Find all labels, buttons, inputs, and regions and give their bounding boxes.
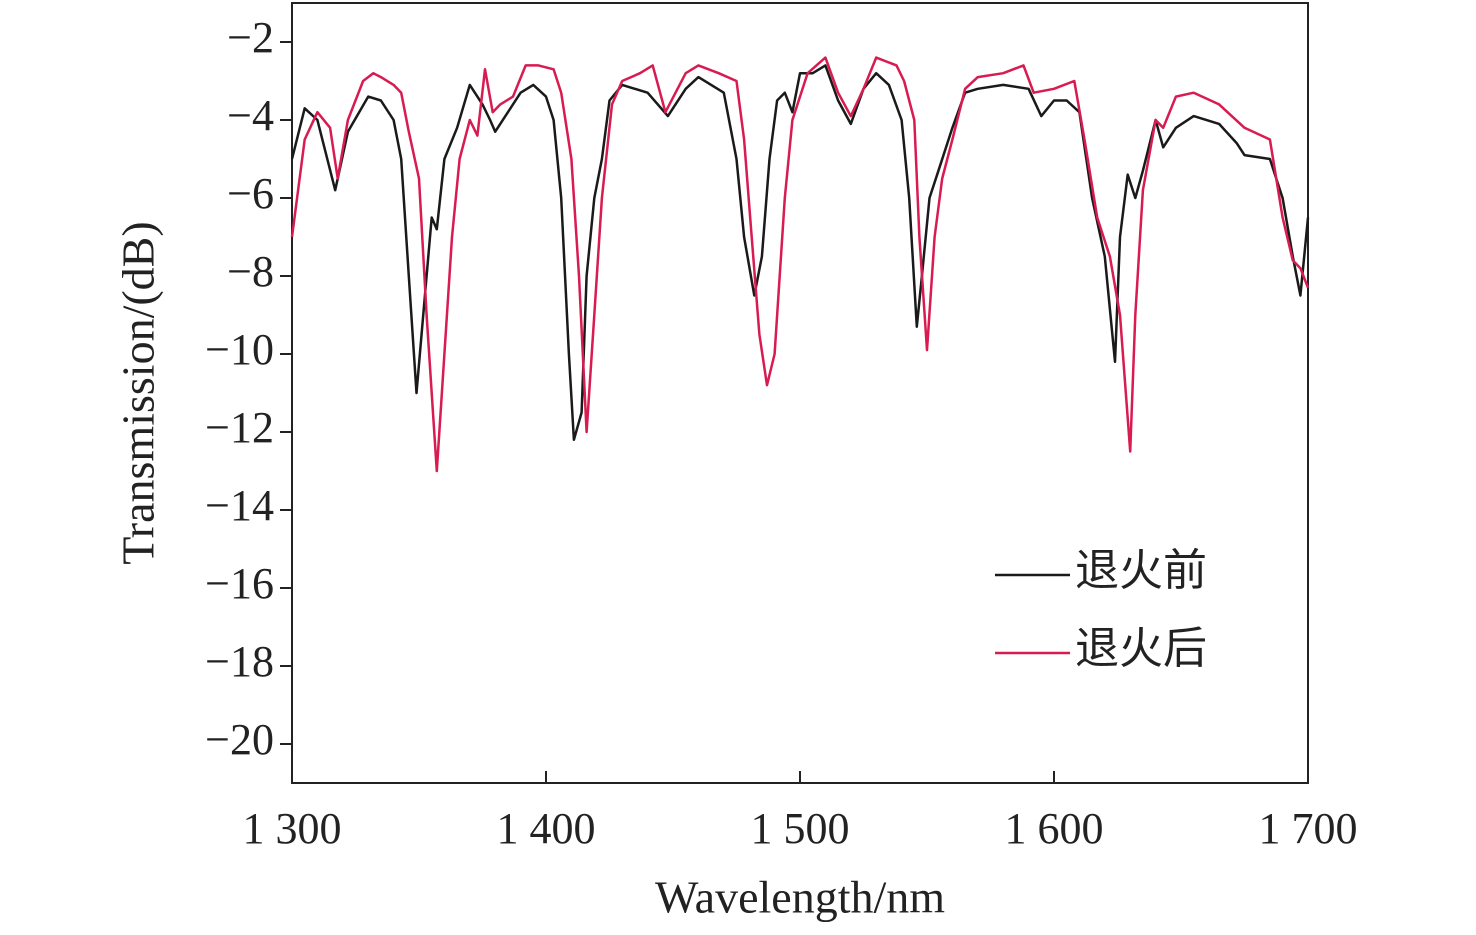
y-tick-label: −8 — [227, 247, 274, 296]
x-tick-label: 1 400 — [497, 804, 596, 853]
series-line — [290, 64, 1310, 442]
x-tick-label: 1 500 — [751, 804, 850, 853]
y-tick-label: −12 — [205, 403, 274, 452]
legend-label: 退火后 — [1075, 624, 1207, 673]
x-tick-label: 1 300 — [243, 804, 342, 853]
y-tick-label: −10 — [205, 325, 274, 374]
legend-label: 退火前 — [1075, 546, 1207, 595]
y-tick-label: −16 — [205, 559, 274, 608]
y-tick-label: −14 — [205, 481, 274, 530]
x-tick-label: 1 600 — [1005, 804, 1104, 853]
y-tick-label: −6 — [227, 169, 274, 218]
series-line — [290, 56, 1310, 473]
y-tick-label: −18 — [205, 637, 274, 686]
y-axis-title: Transmission/(dB) — [113, 221, 164, 564]
y-tick-label: −4 — [227, 91, 274, 140]
y-tick-label: −2 — [227, 13, 274, 62]
x-tick-label: 1 700 — [1259, 804, 1358, 853]
y-tick-label: −20 — [205, 715, 274, 764]
x-axis-title: Wavelength/nm — [655, 872, 945, 923]
